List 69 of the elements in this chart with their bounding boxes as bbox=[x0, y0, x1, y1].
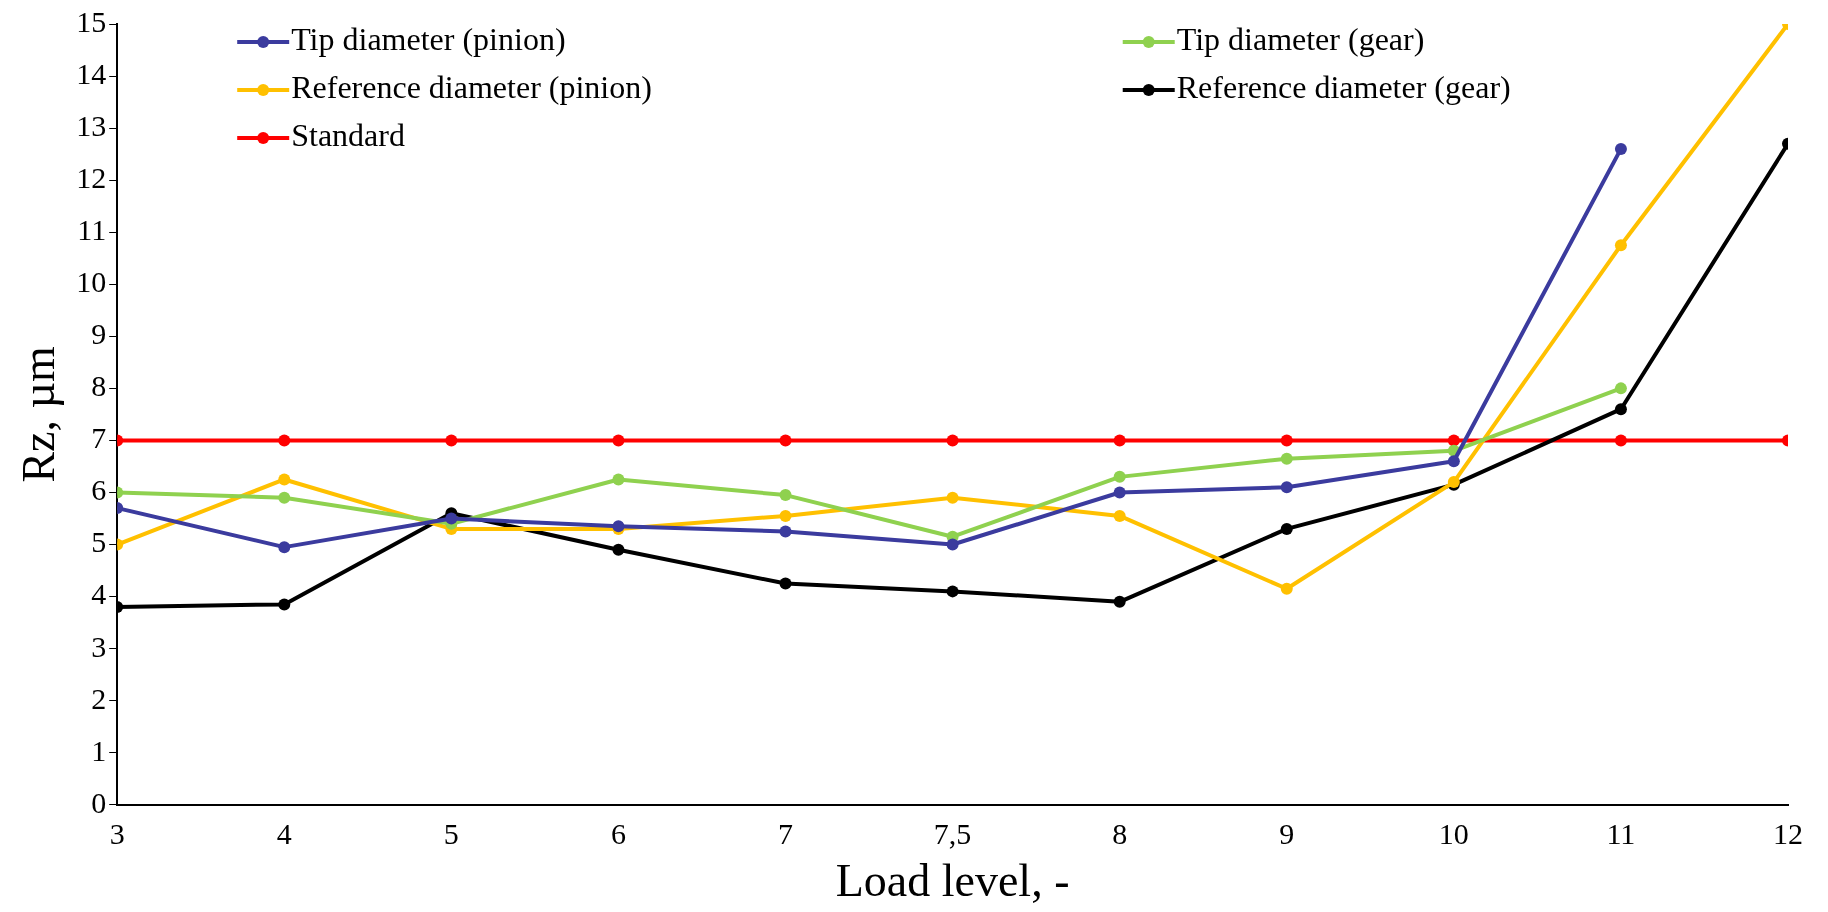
point bbox=[1113, 470, 1126, 483]
point bbox=[1113, 595, 1126, 608]
x-tick-label: 7 bbox=[778, 816, 794, 850]
point bbox=[1614, 434, 1627, 447]
point bbox=[612, 434, 625, 447]
point bbox=[1614, 142, 1627, 155]
point bbox=[612, 543, 625, 556]
point bbox=[946, 491, 959, 504]
x-tick-label: 7,5 bbox=[933, 816, 972, 850]
point bbox=[946, 434, 959, 447]
y-tick-label: 12 bbox=[76, 161, 107, 195]
point bbox=[1280, 582, 1293, 595]
y-tick-label: 8 bbox=[91, 369, 107, 403]
point bbox=[278, 491, 291, 504]
y-tick-label: 13 bbox=[76, 108, 107, 142]
point bbox=[779, 434, 792, 447]
point bbox=[779, 577, 792, 590]
y-tick-label: 15 bbox=[76, 4, 107, 38]
point bbox=[1447, 434, 1460, 447]
y-tick-label: 0 bbox=[91, 785, 107, 819]
legend-label: Tip diameter (gear) bbox=[1176, 21, 1425, 58]
y-tick-label: 4 bbox=[91, 577, 107, 611]
point bbox=[779, 525, 792, 538]
point bbox=[946, 585, 959, 598]
x-tick-label: 5 bbox=[443, 816, 459, 850]
point bbox=[445, 512, 458, 525]
x-tick-label: 9 bbox=[1279, 816, 1295, 850]
legend-label: Tip diameter (pinion) bbox=[291, 21, 566, 58]
point bbox=[946, 538, 959, 551]
y-tick-label: 9 bbox=[91, 317, 107, 351]
legend-label: Standard bbox=[291, 117, 405, 154]
x-tick-label: 4 bbox=[276, 816, 292, 850]
y-tick-label: 7 bbox=[91, 421, 107, 455]
legend-label: Reference diameter (pinion) bbox=[291, 69, 652, 106]
x-tick-label: 10 bbox=[1438, 816, 1469, 850]
point bbox=[1280, 452, 1293, 465]
y-tick-label: 10 bbox=[76, 265, 107, 299]
point bbox=[612, 473, 625, 486]
x-axis-title: Load level, - bbox=[835, 855, 1070, 907]
y-tick-label: 5 bbox=[91, 525, 107, 559]
y-tick-label: 2 bbox=[91, 681, 107, 715]
point bbox=[278, 473, 291, 486]
x-tick-label: 8 bbox=[1112, 816, 1128, 850]
point bbox=[445, 434, 458, 447]
x-tick-label: 12 bbox=[1773, 816, 1803, 850]
y-tick-label: 1 bbox=[91, 733, 107, 767]
x-tick-label: 6 bbox=[610, 816, 626, 850]
point bbox=[1614, 403, 1627, 416]
point bbox=[1447, 455, 1460, 468]
point bbox=[1280, 481, 1293, 494]
y-tick-label: 11 bbox=[77, 213, 107, 247]
y-tick-label: 6 bbox=[91, 473, 107, 507]
point bbox=[779, 489, 792, 502]
point bbox=[278, 598, 291, 611]
point bbox=[1280, 434, 1293, 447]
point bbox=[1113, 486, 1126, 499]
point bbox=[1113, 434, 1126, 447]
point bbox=[1113, 509, 1126, 522]
point bbox=[1614, 382, 1627, 395]
point bbox=[278, 541, 291, 554]
legend-label: Reference diameter (gear) bbox=[1176, 69, 1511, 106]
point bbox=[779, 509, 792, 522]
y-tick-label: 3 bbox=[91, 629, 107, 663]
y-axis-title: Rz, µm bbox=[12, 345, 64, 483]
point bbox=[278, 434, 291, 447]
y-tick-label: 14 bbox=[76, 56, 107, 90]
point bbox=[1280, 522, 1293, 535]
x-tick-label: 11 bbox=[1606, 816, 1636, 850]
point bbox=[1614, 239, 1627, 252]
